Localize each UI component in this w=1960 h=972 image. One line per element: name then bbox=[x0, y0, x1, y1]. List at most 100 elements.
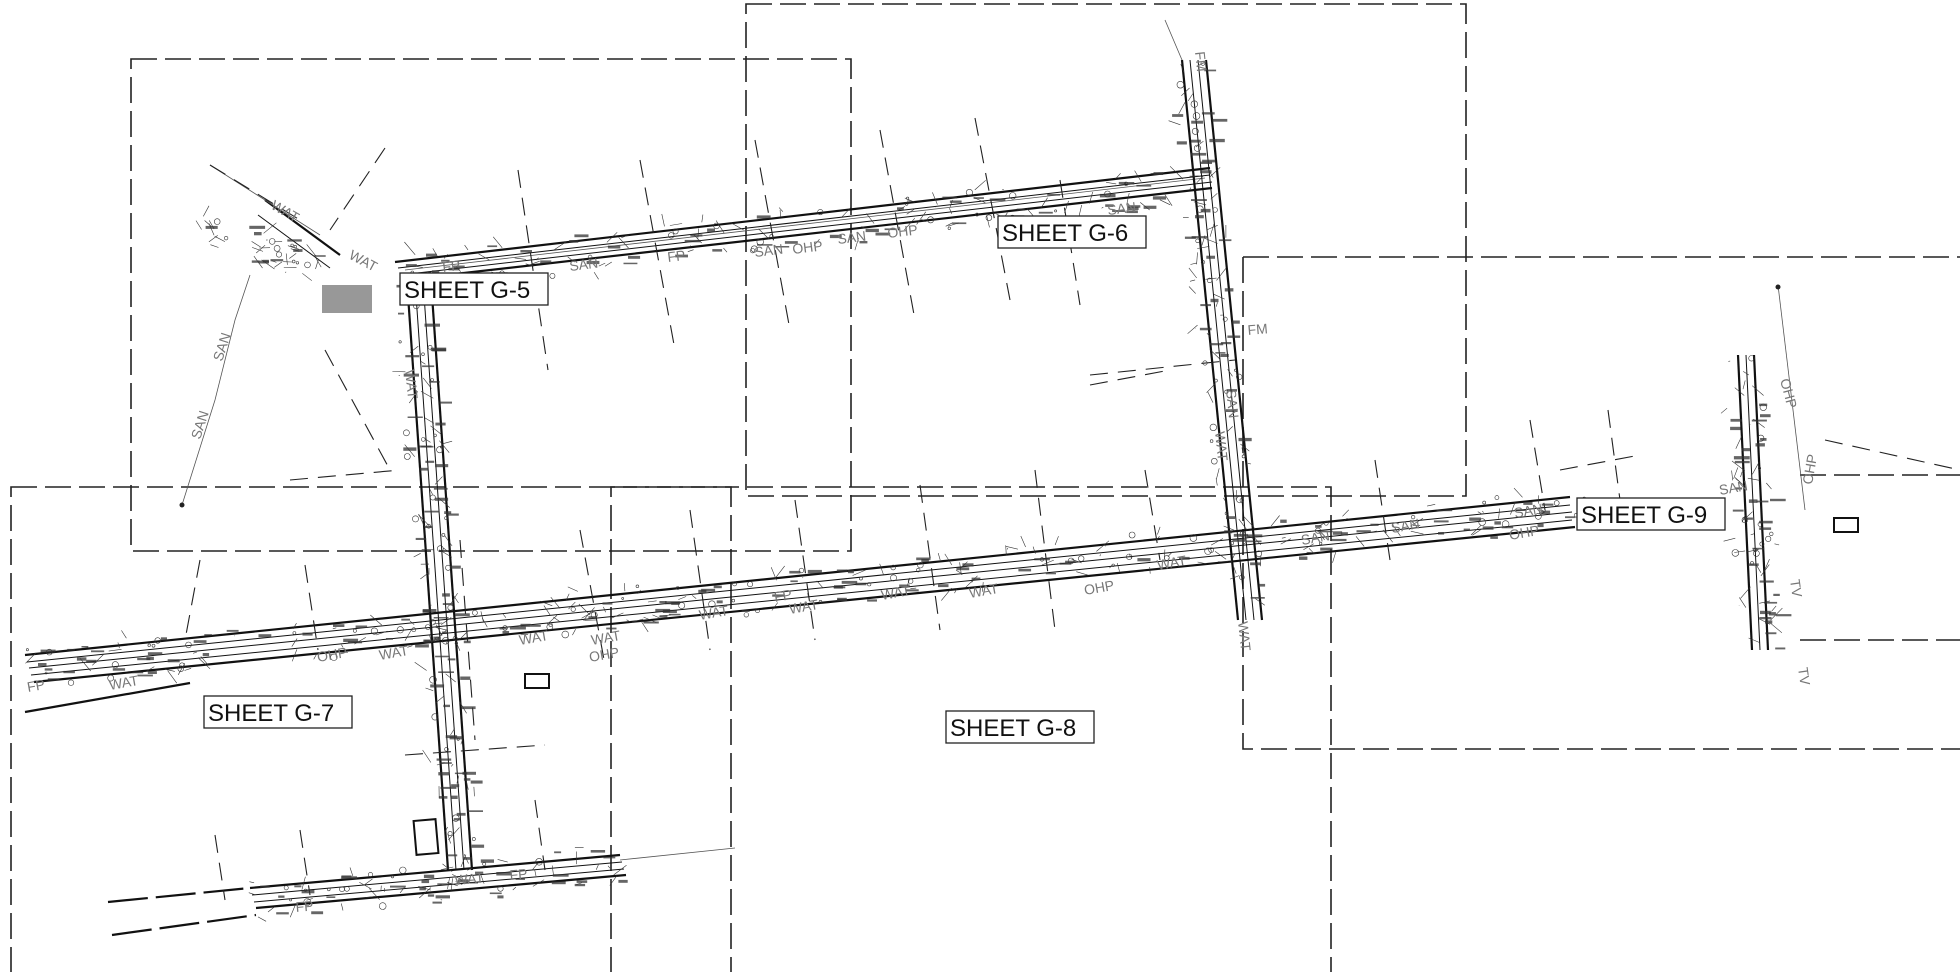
sheet-label-g6[interactable]: SHEET G-6 bbox=[997, 215, 1147, 249]
cad-detail-mark bbox=[433, 617, 449, 619]
cad-detail-mark bbox=[204, 634, 212, 636]
cad-detail-mark bbox=[1356, 530, 1371, 533]
cad-detail-mark bbox=[907, 578, 914, 584]
cad-detail-mark bbox=[769, 234, 774, 239]
cad-detail-mark bbox=[1193, 144, 1201, 152]
cad-detail-mark bbox=[1201, 112, 1215, 115]
lower-road-edge-south bbox=[255, 873, 627, 910]
cad-detail-mark bbox=[1299, 556, 1308, 560]
sheet-label-g5-box bbox=[399, 272, 549, 306]
cad-detail-mark bbox=[436, 545, 444, 553]
sheet-label-g7[interactable]: SHEET G-7 bbox=[203, 695, 353, 729]
upper-road-utility bbox=[404, 177, 1206, 271]
cad-detail-mark bbox=[1758, 466, 1762, 470]
cad-detail-mark bbox=[429, 619, 436, 626]
cad-detail-mark bbox=[1127, 206, 1139, 210]
cad-detail-mark bbox=[1038, 211, 1053, 214]
sheet-label-g5[interactable]: SHEET G-5 bbox=[399, 272, 549, 306]
cad-detail-mark bbox=[576, 880, 588, 883]
cad-detail-mark bbox=[453, 818, 461, 821]
cad-detail-mark bbox=[451, 763, 454, 767]
cad-detail-mark bbox=[1238, 437, 1252, 442]
cad-detail-mark bbox=[293, 249, 303, 252]
cad-detail-mark bbox=[292, 631, 297, 635]
cad-detail-mark bbox=[1482, 526, 1494, 530]
cad-detail-mark bbox=[1330, 538, 1347, 542]
cad-detail-mark bbox=[436, 758, 452, 761]
cad-detail-mark bbox=[572, 629, 576, 636]
cad-detail-mark bbox=[352, 628, 357, 633]
cad-detail-mark bbox=[1735, 487, 1743, 490]
cad-detail-mark bbox=[1245, 540, 1262, 543]
cad-detail-mark bbox=[613, 864, 627, 876]
cad-detail-mark bbox=[549, 272, 556, 279]
cad-detail-mark bbox=[1136, 184, 1152, 187]
cad-detail-mark bbox=[1224, 389, 1229, 394]
cad-detail-mark bbox=[1047, 194, 1061, 196]
cad-detail-mark bbox=[1246, 534, 1263, 538]
cad-detail-mark bbox=[457, 879, 469, 883]
cad-detail-mark bbox=[1382, 529, 1393, 543]
structure-box-4 bbox=[322, 285, 372, 313]
cad-detail-mark bbox=[790, 580, 798, 583]
cad-detail-mark bbox=[581, 611, 594, 619]
cad-detail-mark bbox=[1229, 575, 1240, 580]
cad-detail-mark bbox=[1112, 210, 1125, 212]
label-ohp-2: OHP bbox=[886, 221, 918, 241]
sheet-label-g6-box bbox=[997, 215, 1147, 249]
cad-detail-mark bbox=[723, 247, 728, 253]
cad-detail-mark bbox=[425, 687, 434, 691]
cad-detail-mark bbox=[837, 597, 847, 602]
cad-detail-mark bbox=[330, 653, 338, 661]
cad-detail-mark bbox=[435, 422, 446, 426]
cad-detail-mark bbox=[1199, 327, 1212, 331]
cad-detail-mark bbox=[403, 429, 410, 437]
sheet-frame-g8 bbox=[610, 486, 1332, 972]
cad-detail-mark bbox=[442, 593, 450, 597]
cad-detail-mark bbox=[1189, 187, 1191, 191]
cad-detail-mark bbox=[452, 814, 460, 822]
cad-detail-mark bbox=[546, 615, 558, 625]
cad-detail-mark bbox=[1743, 371, 1749, 376]
cad-detail-mark bbox=[1078, 204, 1082, 216]
cad-detail-mark bbox=[1765, 535, 1772, 542]
cad-detail-mark bbox=[1739, 597, 1747, 608]
cad-detail-mark bbox=[473, 786, 475, 797]
cad-detail-mark bbox=[432, 428, 434, 430]
sheet-frame-g7 bbox=[10, 486, 732, 972]
cad-detail-mark bbox=[251, 247, 264, 252]
cad-detail-mark bbox=[1501, 520, 1510, 528]
cad-detail-mark bbox=[606, 627, 617, 630]
sheet-label-g8-text: SHEET G-8 bbox=[950, 715, 1076, 742]
cut-27 bbox=[299, 829, 311, 896]
structure-box-2 bbox=[524, 673, 550, 689]
label-ohp-3: OHP bbox=[1508, 522, 1541, 543]
cad-detail-mark bbox=[1472, 528, 1482, 536]
cad-detail-mark bbox=[294, 885, 302, 888]
cad-detail-mark bbox=[315, 258, 319, 270]
cad-detail-mark bbox=[111, 661, 119, 669]
cut-6 bbox=[879, 129, 916, 321]
cad-detail-mark bbox=[403, 447, 417, 451]
cad-detail-mark bbox=[290, 243, 294, 247]
cad-detail-mark bbox=[262, 259, 269, 263]
cad-detail-mark bbox=[1740, 586, 1751, 599]
sheet-label-g9[interactable]: SHEET G-9 bbox=[1576, 497, 1726, 531]
cad-detail-mark bbox=[146, 656, 154, 661]
cad-detail-mark bbox=[1191, 236, 1208, 239]
cad-detail-mark bbox=[417, 514, 431, 528]
cad-detail-mark bbox=[415, 644, 429, 648]
cad-detail-mark bbox=[512, 886, 517, 891]
cad-detail-mark bbox=[1209, 349, 1220, 360]
cad-detail-mark bbox=[1734, 387, 1745, 396]
cad-detail-mark bbox=[1214, 378, 1218, 383]
cad-detail-mark bbox=[421, 437, 426, 442]
sheet-label-g8[interactable]: SHEET G-8 bbox=[945, 710, 1095, 744]
sheet-label-g8-box bbox=[945, 710, 1095, 744]
cad-detail-mark bbox=[456, 737, 460, 741]
cad-detail-mark bbox=[447, 604, 454, 611]
label-san-2: SAN bbox=[210, 331, 234, 363]
cad-detail-mark bbox=[942, 196, 958, 199]
cad-detail-mark bbox=[553, 241, 567, 251]
cad-detail-mark bbox=[1723, 537, 1736, 542]
